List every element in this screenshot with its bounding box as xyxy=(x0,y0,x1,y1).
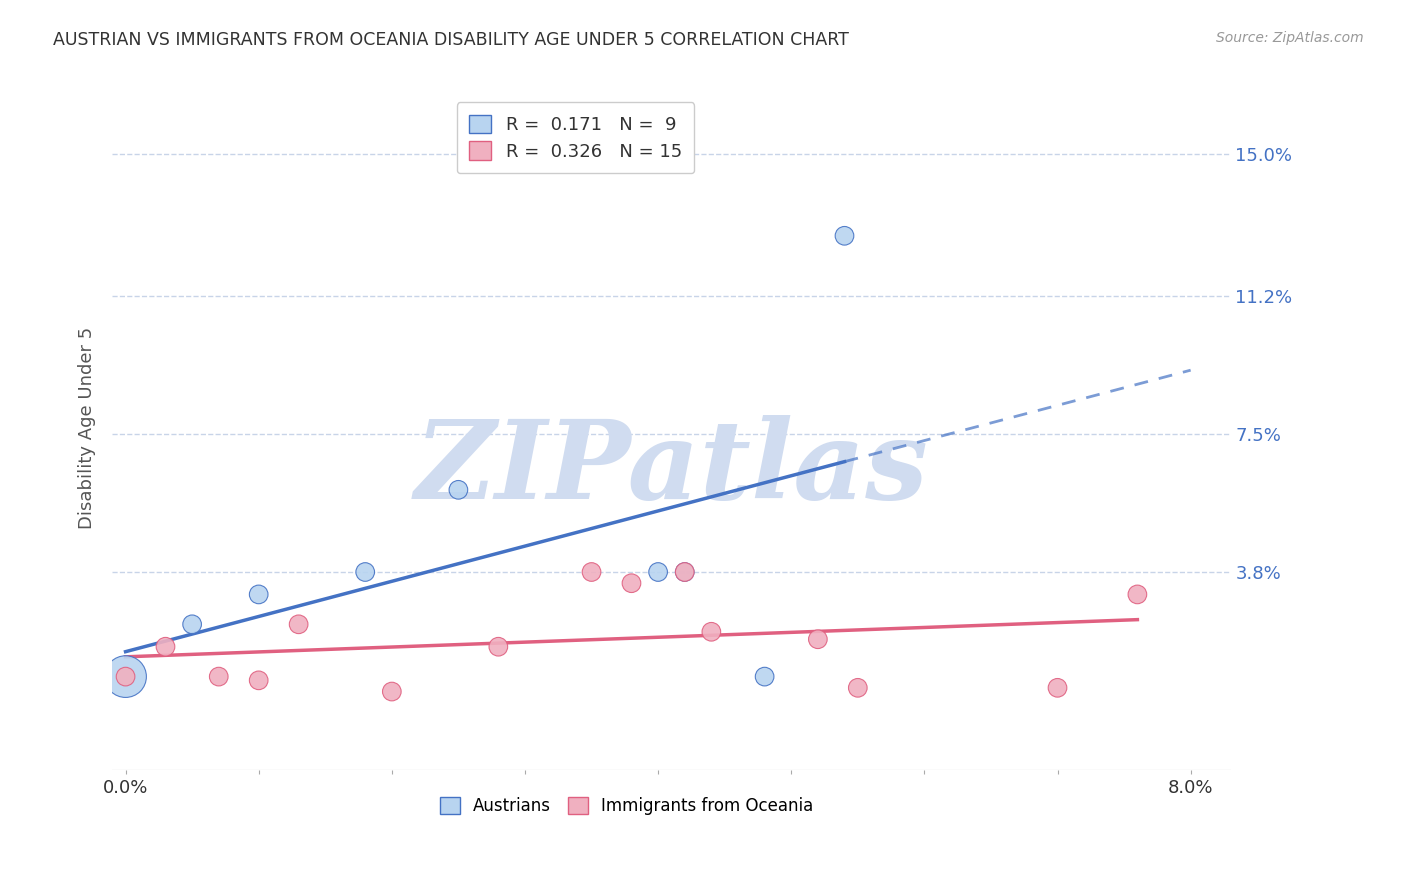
Point xyxy=(754,670,776,684)
Legend: Austrians, Immigrants from Oceania: Austrians, Immigrants from Oceania xyxy=(432,789,823,823)
Point xyxy=(247,673,270,688)
Point xyxy=(834,228,856,243)
Point xyxy=(700,624,723,639)
Text: ZIPatlas: ZIPatlas xyxy=(415,416,928,523)
Point xyxy=(846,681,869,695)
Point xyxy=(1126,587,1149,601)
Point xyxy=(673,565,696,579)
Point xyxy=(114,670,136,684)
Text: AUSTRIAN VS IMMIGRANTS FROM OCEANIA DISABILITY AGE UNDER 5 CORRELATION CHART: AUSTRIAN VS IMMIGRANTS FROM OCEANIA DISA… xyxy=(53,31,849,49)
Point xyxy=(247,587,270,601)
Point xyxy=(647,565,669,579)
Point xyxy=(381,684,404,698)
Point xyxy=(181,617,204,632)
Point xyxy=(287,617,309,632)
Point xyxy=(114,670,136,684)
Point xyxy=(208,670,231,684)
Point xyxy=(1046,681,1069,695)
Point xyxy=(486,640,509,654)
Point xyxy=(581,565,603,579)
Point xyxy=(155,640,177,654)
Point xyxy=(354,565,377,579)
Point xyxy=(447,483,470,497)
Point xyxy=(807,632,830,647)
Text: Source: ZipAtlas.com: Source: ZipAtlas.com xyxy=(1216,31,1364,45)
Point xyxy=(673,565,696,579)
Y-axis label: Disability Age Under 5: Disability Age Under 5 xyxy=(79,327,96,529)
Point xyxy=(620,576,643,591)
